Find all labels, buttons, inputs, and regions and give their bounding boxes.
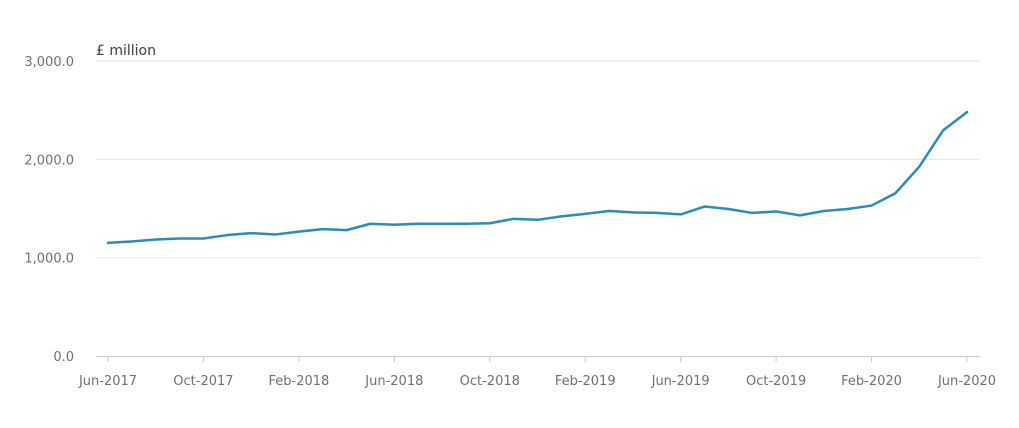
data-point bbox=[249, 231, 253, 235]
data-point bbox=[464, 222, 468, 225]
y-tick-label: 2,000.0 bbox=[24, 153, 74, 168]
data-point bbox=[226, 233, 229, 237]
data-point bbox=[846, 207, 849, 211]
data-point bbox=[416, 222, 420, 225]
data-point bbox=[202, 237, 205, 240]
data-point bbox=[941, 129, 945, 132]
data-point bbox=[655, 211, 659, 215]
y-tick-label: 1,000.0 bbox=[24, 252, 74, 267]
data-point bbox=[512, 217, 515, 221]
x-tick-label: Jun-2018 bbox=[364, 374, 423, 389]
data-point bbox=[273, 233, 277, 236]
data-point bbox=[774, 210, 778, 213]
data-point bbox=[822, 209, 826, 213]
x-tick-label: Jun-2020 bbox=[937, 374, 996, 389]
data-point bbox=[918, 165, 921, 168]
data-point bbox=[440, 222, 444, 225]
x-tick-label: Oct-2018 bbox=[460, 374, 520, 389]
data-point bbox=[297, 230, 301, 233]
data-point bbox=[106, 241, 110, 245]
x-tick-label: Oct-2017 bbox=[173, 374, 233, 389]
data-point bbox=[894, 192, 897, 195]
data-point bbox=[393, 223, 396, 226]
data-point bbox=[154, 238, 157, 241]
data-point bbox=[870, 204, 873, 207]
data-point bbox=[130, 240, 134, 243]
data-point bbox=[965, 110, 969, 114]
data-point bbox=[703, 205, 706, 208]
y-tick-label: 0.0 bbox=[53, 350, 74, 365]
data-point bbox=[727, 207, 730, 211]
x-tick-label: Feb-2018 bbox=[268, 374, 329, 389]
x-tick-label: Oct-2019 bbox=[746, 374, 806, 389]
x-tick-label: Feb-2020 bbox=[841, 374, 902, 389]
data-point bbox=[798, 214, 802, 217]
y-axis-unit-label: £ million bbox=[96, 43, 156, 59]
data-point bbox=[345, 228, 348, 232]
data-point bbox=[631, 211, 635, 214]
data-point bbox=[584, 212, 587, 216]
data-point bbox=[607, 209, 611, 213]
series-line bbox=[106, 110, 969, 245]
data-point bbox=[679, 213, 682, 216]
data-point bbox=[488, 222, 491, 225]
x-tick-label: Jun-2017 bbox=[78, 374, 137, 389]
data-point bbox=[369, 222, 372, 225]
data-point bbox=[560, 215, 563, 218]
data-point bbox=[536, 218, 539, 222]
data-point bbox=[178, 237, 181, 240]
x-tick-label: Feb-2019 bbox=[555, 374, 616, 389]
x-tick-label: Jun-2019 bbox=[651, 374, 710, 389]
y-tick-label: 3,000.0 bbox=[24, 55, 74, 70]
data-point bbox=[321, 227, 324, 231]
data-point bbox=[751, 211, 754, 215]
